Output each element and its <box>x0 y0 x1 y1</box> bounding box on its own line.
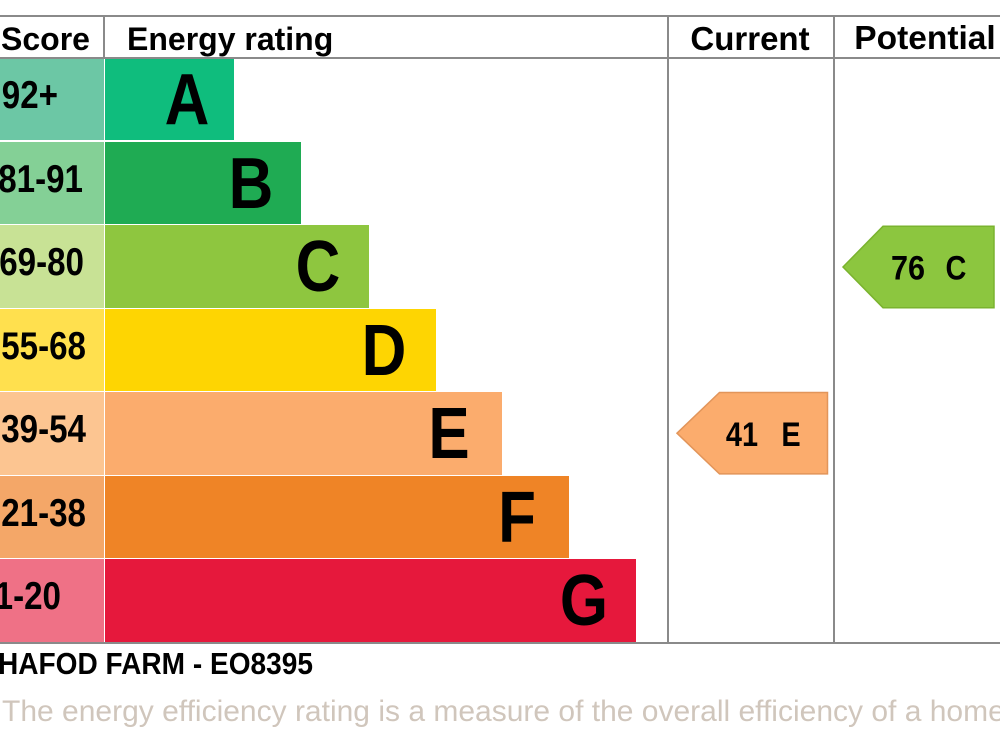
svg-text:C: C <box>946 248 967 287</box>
svg-text:76: 76 <box>891 249 925 287</box>
svg-text:E: E <box>781 415 800 454</box>
svg-text:41: 41 <box>726 415 758 454</box>
